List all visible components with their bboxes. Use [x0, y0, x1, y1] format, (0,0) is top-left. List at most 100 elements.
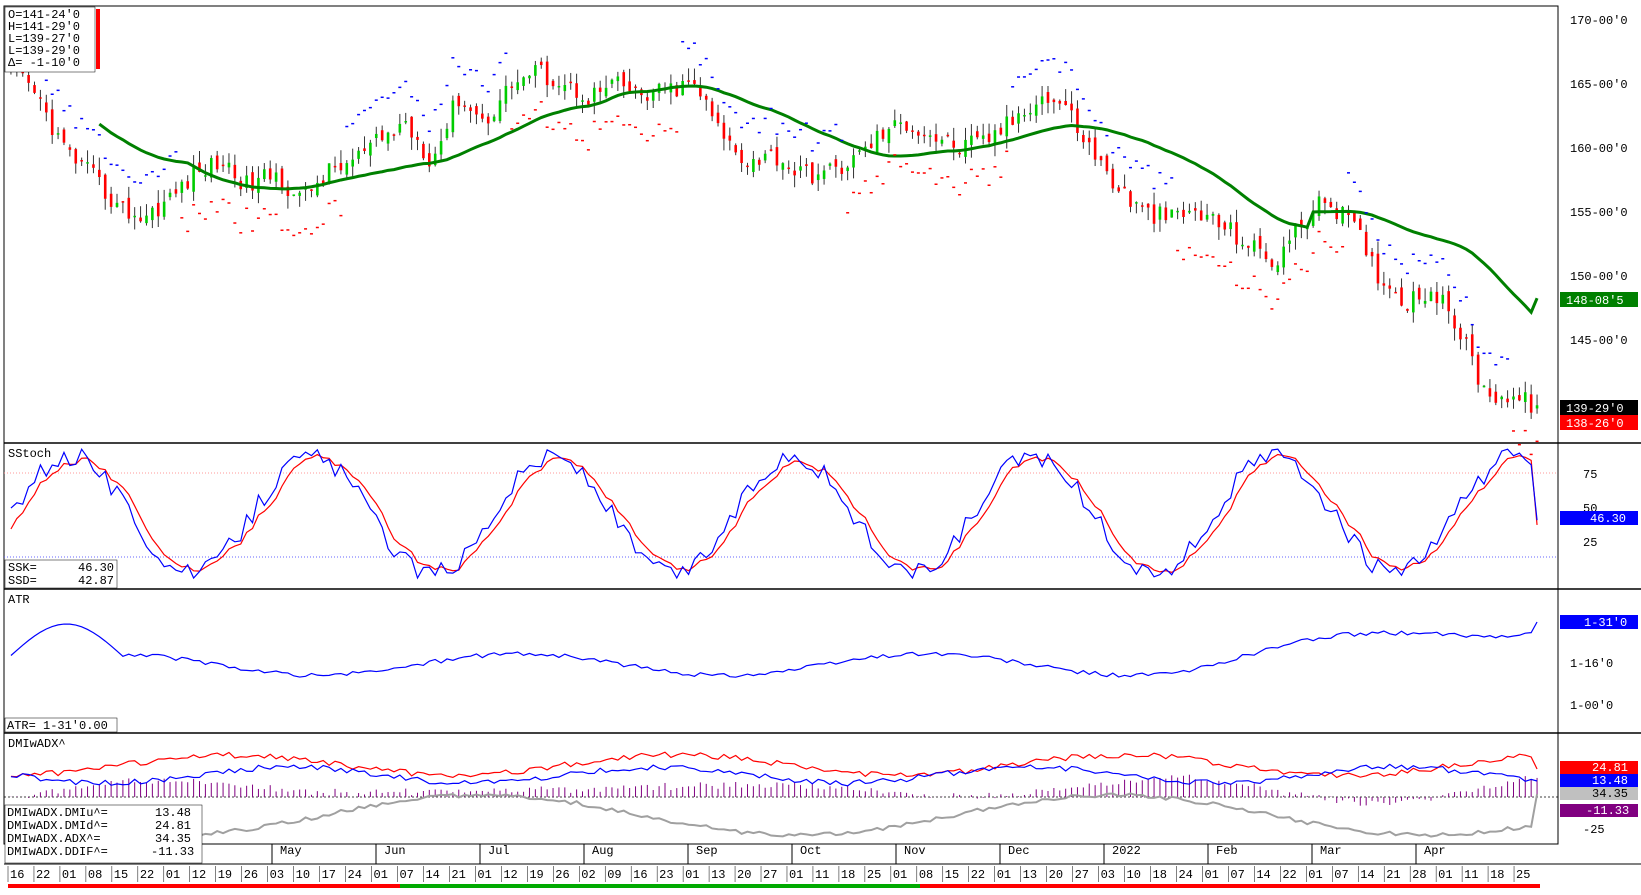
sar-dot	[256, 217, 260, 219]
day-label: 01	[1204, 868, 1218, 882]
sar-dot	[604, 121, 608, 123]
sar-dot	[787, 130, 791, 132]
sar-dot	[1506, 358, 1510, 360]
price-candle	[846, 167, 849, 172]
dmi-legend-name: DMIwADX.DDIF^=	[7, 845, 108, 859]
sar-dot	[757, 131, 761, 134]
price-candle	[534, 65, 537, 76]
low-price-label: 138-26'0	[1560, 415, 1638, 431]
sar-dot	[1105, 134, 1109, 137]
price-candle	[805, 164, 808, 166]
price-candle	[410, 116, 413, 138]
sar-dot	[910, 171, 914, 173]
price-candle	[734, 145, 737, 153]
dmi-panel[interactable]	[4, 751, 1558, 838]
dmi-legend-name: DMIwADX.ADX^=	[7, 832, 101, 846]
day-label: 27	[1075, 868, 1089, 882]
price-candle	[1294, 223, 1297, 238]
price-candle	[1076, 108, 1079, 133]
sar-dot	[922, 172, 926, 174]
sar-dot	[1417, 260, 1421, 262]
price-candle	[651, 91, 655, 101]
sar-dot	[1123, 156, 1127, 158]
sar-dot	[1111, 151, 1115, 154]
sar-dot	[563, 127, 567, 130]
stoch-value-text: 46.30	[1590, 512, 1626, 526]
sar-dot	[810, 150, 814, 152]
sar-dot	[745, 122, 749, 124]
price-candle	[1529, 394, 1533, 413]
price-candle	[1199, 210, 1203, 221]
price-candle	[475, 106, 478, 115]
sar-dot	[327, 202, 331, 205]
price-candle	[917, 131, 920, 136]
sar-dot	[480, 85, 484, 87]
sar-dot	[351, 122, 355, 125]
price-candle	[1429, 291, 1433, 302]
price-candle	[45, 102, 48, 113]
sar-dot	[1211, 256, 1215, 258]
price-tick-label: 170-00'0	[1570, 14, 1628, 28]
sar-dot	[474, 69, 478, 72]
sar-dot	[1523, 429, 1527, 432]
price-candle	[121, 201, 125, 203]
sar-dot	[1482, 352, 1486, 355]
price-candle	[80, 160, 83, 162]
day-label: 25	[1516, 868, 1530, 882]
price-candle	[1135, 202, 1138, 204]
price-candle	[769, 149, 773, 151]
sar-dot	[1400, 263, 1404, 265]
day-label: 10	[296, 868, 310, 882]
month-label: May	[280, 844, 302, 858]
sar-dot	[969, 168, 973, 171]
sar-dot	[251, 230, 255, 232]
trend-strip-up	[400, 884, 920, 888]
price-candle	[510, 86, 514, 88]
sar-dot	[321, 223, 325, 225]
sma-value-text: 148-08'5	[1566, 294, 1624, 308]
price-panel[interactable]	[9, 33, 1539, 456]
price-candle	[1470, 334, 1474, 357]
atr-panel[interactable]	[10, 621, 1538, 678]
price-candle	[245, 175, 248, 188]
sar-dot	[1064, 61, 1068, 64]
price-candle	[1335, 208, 1339, 220]
price-candle	[934, 134, 938, 142]
dmi-plus-line	[10, 763, 1538, 787]
month-label: Sep	[696, 844, 718, 858]
day-label: 19	[218, 868, 232, 882]
day-label: 01	[1438, 868, 1452, 882]
price-candle	[1170, 209, 1174, 218]
sar-dot	[893, 154, 897, 156]
price-candle	[581, 100, 584, 102]
sar-dot	[516, 122, 520, 125]
sar-dot	[763, 117, 767, 120]
sar-dot	[875, 175, 879, 178]
price-candle	[675, 85, 679, 97]
sar-dot	[1464, 296, 1468, 298]
price-tick-label: 160-00'0	[1570, 142, 1628, 156]
price-candle	[1523, 392, 1527, 403]
price-candle	[569, 81, 573, 84]
price-candle	[1211, 213, 1215, 216]
price-tick-label: 145-00'0	[1570, 334, 1628, 348]
sar-dot	[887, 161, 891, 163]
price-candle	[339, 162, 343, 171]
sar-dot	[56, 89, 60, 92]
month-label: Apr	[1424, 844, 1446, 858]
sar-dot	[298, 232, 302, 234]
price-candle	[1376, 253, 1380, 284]
day-label: 19	[529, 868, 543, 882]
price-candle	[180, 181, 184, 193]
sar-dot	[44, 79, 48, 82]
price-candle	[852, 155, 855, 168]
price-candle	[993, 130, 997, 144]
price-candle	[975, 131, 979, 138]
day-label: 07	[1334, 868, 1348, 882]
sar-dot	[881, 183, 885, 185]
price-candle	[286, 186, 290, 196]
stoch-panel[interactable]	[4, 447, 1558, 580]
sar-dot	[156, 175, 160, 178]
